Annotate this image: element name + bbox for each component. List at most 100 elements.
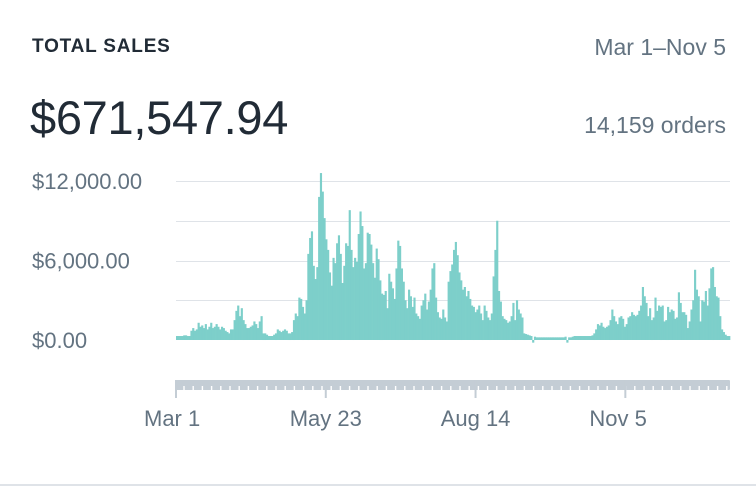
sales-bar [213,326,216,340]
y-tick-label: $6,000.00 [32,249,130,274]
sales-bar [458,272,461,340]
sales-bar [494,249,497,340]
sales-bar [506,322,510,340]
sales-bar [577,336,580,340]
sales-bar [179,336,182,340]
scrubber-track[interactable] [176,380,730,390]
sales-bar [634,316,637,340]
sales-bar [555,337,558,340]
sales-bar [575,336,578,340]
sales-bar [710,268,713,340]
sales-bar [395,268,398,340]
sales-bar [426,309,429,340]
sales-bar [199,326,202,340]
sales-bar [685,314,688,340]
sales-bar [528,335,531,340]
sales-bar [497,290,501,340]
sales-bar [219,329,222,340]
sales-bar [264,333,267,341]
sales-bar [613,316,616,340]
sales-bar [544,337,547,340]
sales-bar [607,325,610,340]
sales-bar [654,297,657,340]
sales-bar [181,336,184,340]
sales-bar [256,328,260,340]
sales-bar [656,310,659,340]
sales-bar [222,328,225,340]
sales-bar [388,273,391,340]
sales-bar [224,330,227,340]
sales-bar [316,267,319,341]
sales-bar [631,312,634,340]
sales-bar [557,337,560,340]
time-scrubber[interactable] [176,380,730,390]
sales-bar [447,281,450,340]
sales-bar [282,330,285,340]
sales-bar [384,290,387,340]
sales-bar [328,272,332,340]
sales-bar [352,267,355,341]
sales-bar [659,306,662,341]
sales-bar [672,310,675,340]
sales-bar [697,296,700,340]
sales-bar [582,336,585,340]
sales-bar [427,301,430,340]
sales-bar [499,301,502,340]
sales-bar [569,337,573,340]
sales-bar [728,336,731,340]
sales-bar [260,316,263,340]
sales-bar [422,300,425,340]
x-tick-label: Aug 14 [441,406,511,431]
total-sales-amount: $671,547.94 [30,91,289,144]
sales-bar [330,285,333,340]
sales-bar [515,300,519,340]
sales-bar [602,326,605,340]
sales-bar [521,317,524,340]
sales-bar [273,334,276,340]
sales-bar [620,316,623,340]
sales-bar [645,302,648,340]
sales-bar [399,245,402,340]
sales-bar-chart[interactable]: $12,000.00 $6,000.00 $0.00 Mar 1 May 23 Aug … [0,0,756,440]
sales-bar [560,337,564,340]
sales-bar [517,309,520,340]
sales-bar [375,248,378,340]
sales-bar [514,320,517,341]
sales-bar [226,332,229,340]
sales-bar [386,308,389,340]
sales-bar [548,337,551,340]
sales-bar [211,328,215,340]
sales-bar [483,305,486,340]
sales-bar [604,328,607,340]
sales-bar [341,283,344,340]
sales-bar [336,243,339,340]
sales-bar [415,313,418,340]
sales-bar [505,320,508,341]
sales-bar [258,321,261,340]
sales-bar [402,281,405,340]
sales-bar [668,312,671,340]
sales-bar [372,263,375,340]
sales-bar [472,306,475,341]
sales-bar [546,337,549,340]
sales-bar [551,337,555,340]
sales-bar [708,288,711,340]
sales-bar [591,335,594,340]
sales-bar [436,312,439,340]
sales-bar [600,322,603,340]
sales-bar [453,249,456,340]
sales-bar [627,317,630,340]
sales-bar [512,302,515,340]
sales-bar [183,335,186,340]
sales-bar [319,173,323,340]
sales-bar [445,321,448,340]
sales-bar [327,249,330,340]
sales-bar [440,318,443,340]
date-range[interactable]: Mar 1–Nov 5 [594,34,726,60]
sales-bar [370,244,373,340]
sales-bar [568,337,571,340]
sales-bar [361,226,364,340]
sales-bar [629,316,632,340]
sales-bar [348,210,351,340]
sales-bar [616,324,619,340]
